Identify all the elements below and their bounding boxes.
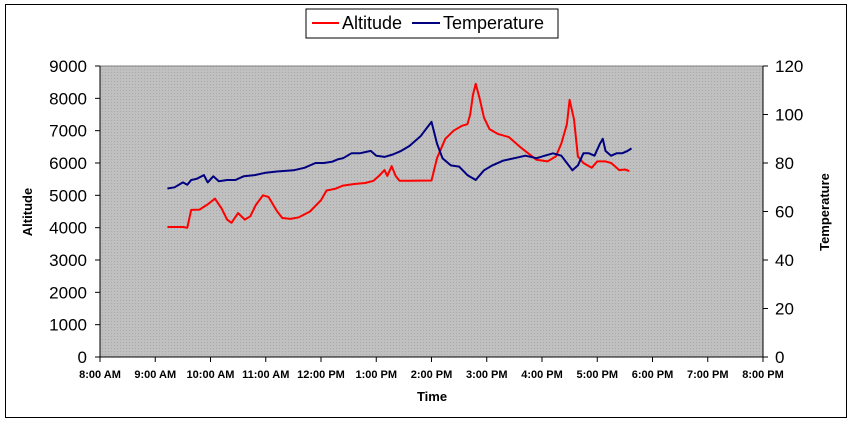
x-tick-label: 5:00 PM xyxy=(576,369,618,381)
series-line-temperature xyxy=(167,120,633,190)
y-right-tick-label: 100 xyxy=(775,106,803,125)
legend-label-altitude: Altitude xyxy=(342,13,402,33)
x-tick-label: 9:00 AM xyxy=(134,369,176,381)
x-axis: 8:00 AM 9:00 AM 10:00 AM 11:00 AM 12:00 PM 1:… xyxy=(79,357,784,381)
y-right-tick-label: 80 xyxy=(775,154,794,173)
x-tick-label: 11:00 AM xyxy=(242,369,289,381)
legend[interactable]: Altitude Temperature xyxy=(305,8,559,39)
x-tick-label: 12:00 PM xyxy=(297,369,345,381)
y-right-axis: 0 20 40 60 80 100 120 xyxy=(763,57,803,367)
y-left-tick-label: 9000 xyxy=(49,57,87,76)
y-left-axis: 0 1000 2000 3000 4000 5000 6000 7000 8000 9000 xyxy=(49,57,100,367)
y-left-tick-label: 4000 xyxy=(49,219,87,238)
y-right-tick-label: 20 xyxy=(775,300,794,319)
y-left-tick-label: 6000 xyxy=(49,154,87,173)
x-tick-label: 8:00 PM xyxy=(742,369,784,381)
x-tick-label: 4:00 PM xyxy=(521,369,563,381)
x-axis-title: Time xyxy=(417,389,447,404)
y-right-tick-label: 60 xyxy=(775,203,794,222)
x-tick-label: 2:00 PM xyxy=(411,369,453,381)
series-layer xyxy=(167,82,633,229)
x-tick-label: 7:00 PM xyxy=(687,369,729,381)
y-left-axis-title: Altitude xyxy=(20,188,35,236)
y-right-axis-title: Temperature xyxy=(817,173,832,251)
x-tick-label: 8:00 AM xyxy=(79,369,121,381)
y-left-tick-label: 0 xyxy=(78,348,87,367)
y-left-tick-label: 1000 xyxy=(49,316,87,335)
y-right-tick-label: 120 xyxy=(775,57,803,76)
y-left-tick-label: 3000 xyxy=(49,251,87,270)
y-left-tick-label: 7000 xyxy=(49,122,87,141)
series-line-altitude xyxy=(167,82,630,229)
plot-area xyxy=(99,65,764,358)
y-right-tick-label: 0 xyxy=(775,348,784,367)
x-tick-label: 10:00 AM xyxy=(187,369,235,381)
y-right-tick-label: 40 xyxy=(775,251,794,270)
x-tick-label: 3:00 PM xyxy=(466,369,508,381)
y-left-tick-label: 2000 xyxy=(49,283,87,302)
x-tick-label: 1:00 PM xyxy=(355,369,397,381)
y-left-tick-label: 5000 xyxy=(49,186,87,205)
legend-label-temperature: Temperature xyxy=(443,13,544,33)
y-left-tick-label: 8000 xyxy=(49,89,87,108)
x-tick-label: 6:00 PM xyxy=(632,369,674,381)
